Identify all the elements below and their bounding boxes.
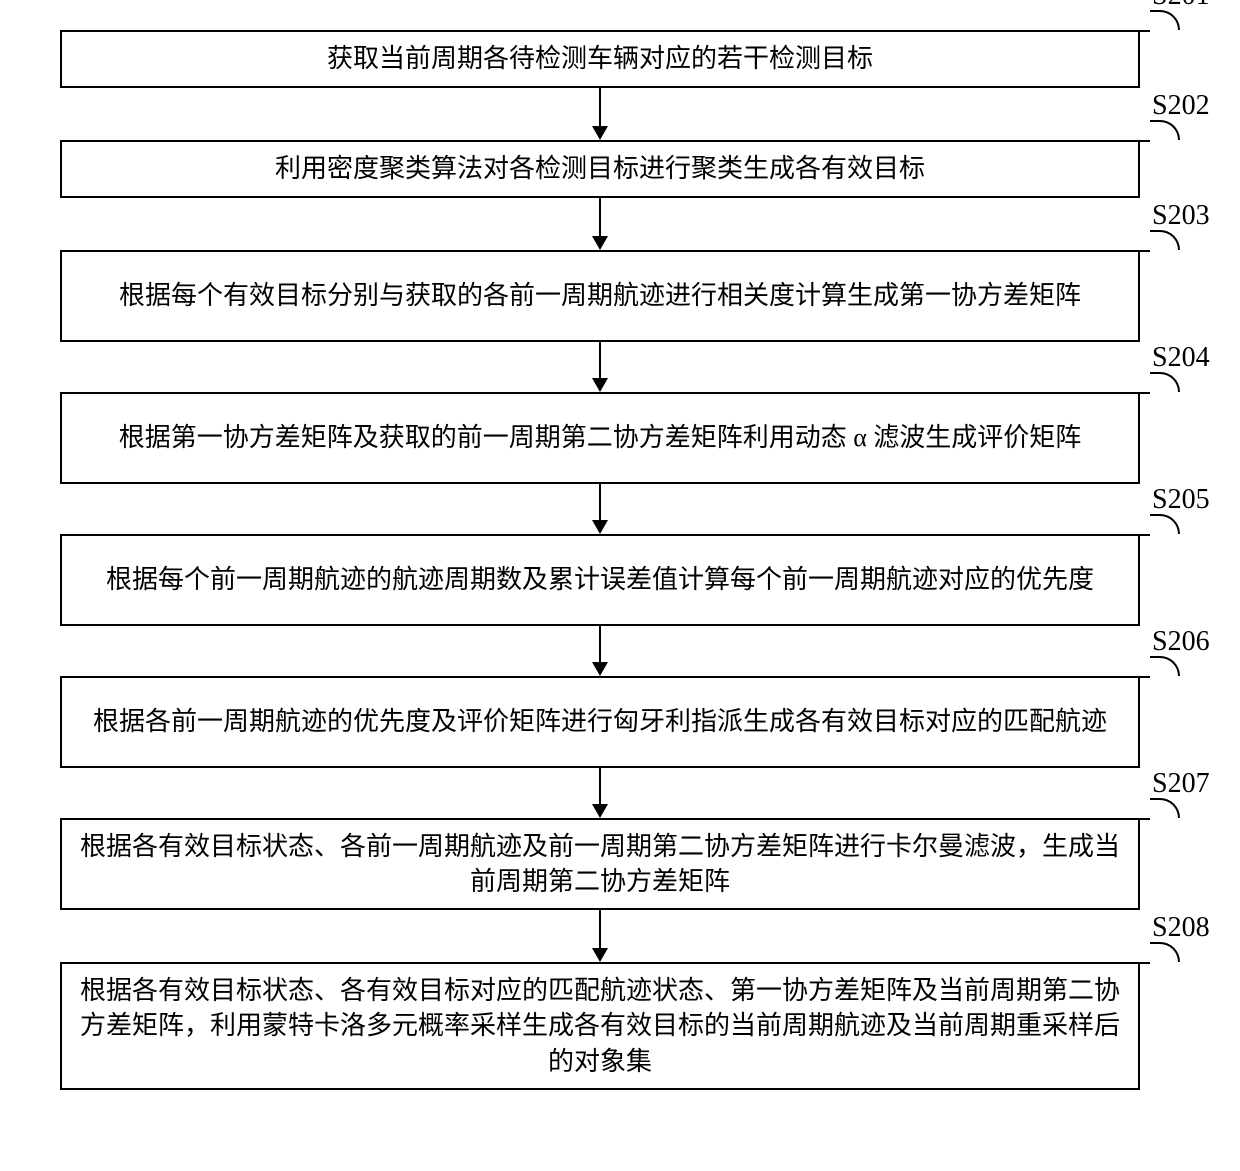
- step-label-s204: S204: [1152, 342, 1210, 374]
- step-text: 利用密度聚类算法对各检测目标进行聚类生成各有效目标: [275, 151, 925, 186]
- label-curve: [1150, 230, 1180, 250]
- step-box-s202: 利用密度聚类算法对各检测目标进行聚类生成各有效目标: [60, 140, 1140, 198]
- label-leader: [1140, 534, 1150, 536]
- step-text: 根据各有效目标状态、各有效目标对应的匹配航迹状态、第一协方差矩阵及当前周期第二协…: [74, 973, 1126, 1078]
- label-leader: [1140, 140, 1150, 142]
- arrow-head-icon: [592, 236, 608, 250]
- arrow-shaft: [599, 910, 601, 948]
- arrow-head-icon: [592, 126, 608, 140]
- label-curve: [1150, 372, 1180, 392]
- arrow-shaft: [599, 88, 601, 126]
- arrow-shaft: [599, 484, 601, 520]
- step-label-s203: S203: [1152, 200, 1210, 232]
- label-leader: [1140, 962, 1150, 964]
- arrow-head-icon: [592, 378, 608, 392]
- step-label-s201: S201: [1152, 0, 1210, 12]
- label-leader: [1140, 392, 1150, 394]
- label-leader: [1140, 818, 1150, 820]
- label-curve: [1150, 120, 1180, 140]
- arrow-head-icon: [592, 520, 608, 534]
- arrow-head-icon: [592, 662, 608, 676]
- step-text: 根据每个有效目标分别与获取的各前一周期航迹进行相关度计算生成第一协方差矩阵: [119, 278, 1081, 313]
- step-text: 根据每个前一周期航迹的航迹周期数及累计误差值计算每个前一周期航迹对应的优先度: [106, 562, 1094, 597]
- label-leader: [1140, 250, 1150, 252]
- step-box-s208: 根据各有效目标状态、各有效目标对应的匹配航迹状态、第一协方差矩阵及当前周期第二协…: [60, 962, 1140, 1090]
- step-text: 根据第一协方差矩阵及获取的前一周期第二协方差矩阵利用动态 α 滤波生成评价矩阵: [119, 420, 1082, 455]
- step-label-s208: S208: [1152, 912, 1210, 944]
- label-curve: [1150, 942, 1180, 962]
- label-leader: [1140, 30, 1150, 32]
- arrow-shaft: [599, 626, 601, 662]
- step-box-s207: 根据各有效目标状态、各前一周期航迹及前一周期第二协方差矩阵进行卡尔曼滤波，生成当…: [60, 818, 1140, 910]
- arrow-shaft: [599, 768, 601, 804]
- step-label-s202: S202: [1152, 90, 1210, 122]
- arrow-shaft: [599, 198, 601, 236]
- step-label-s206: S206: [1152, 626, 1210, 658]
- label-leader: [1140, 676, 1150, 678]
- arrow-head-icon: [592, 948, 608, 962]
- step-text: 获取当前周期各待检测车辆对应的若干检测目标: [327, 41, 873, 76]
- step-box-s203: 根据每个有效目标分别与获取的各前一周期航迹进行相关度计算生成第一协方差矩阵: [60, 250, 1140, 342]
- flowchart-container: 获取当前周期各待检测车辆对应的若干检测目标 S201 利用密度聚类算法对各检测目标进…: [0, 0, 1240, 1171]
- step-text: 根据各有效目标状态、各前一周期航迹及前一周期第二协方差矩阵进行卡尔曼滤波，生成当…: [74, 829, 1126, 899]
- label-curve: [1150, 656, 1180, 676]
- step-text: 根据各前一周期航迹的优先度及评价矩阵进行匈牙利指派生成各有效目标对应的匹配航迹: [93, 704, 1107, 739]
- step-label-s207: S207: [1152, 768, 1210, 800]
- label-curve: [1150, 798, 1180, 818]
- arrow-head-icon: [592, 804, 608, 818]
- step-label-s205: S205: [1152, 484, 1210, 516]
- label-curve: [1150, 10, 1180, 30]
- step-box-s206: 根据各前一周期航迹的优先度及评价矩阵进行匈牙利指派生成各有效目标对应的匹配航迹: [60, 676, 1140, 768]
- step-box-s204: 根据第一协方差矩阵及获取的前一周期第二协方差矩阵利用动态 α 滤波生成评价矩阵: [60, 392, 1140, 484]
- step-box-s201: 获取当前周期各待检测车辆对应的若干检测目标: [60, 30, 1140, 88]
- arrow-shaft: [599, 342, 601, 378]
- step-box-s205: 根据每个前一周期航迹的航迹周期数及累计误差值计算每个前一周期航迹对应的优先度: [60, 534, 1140, 626]
- label-curve: [1150, 514, 1180, 534]
